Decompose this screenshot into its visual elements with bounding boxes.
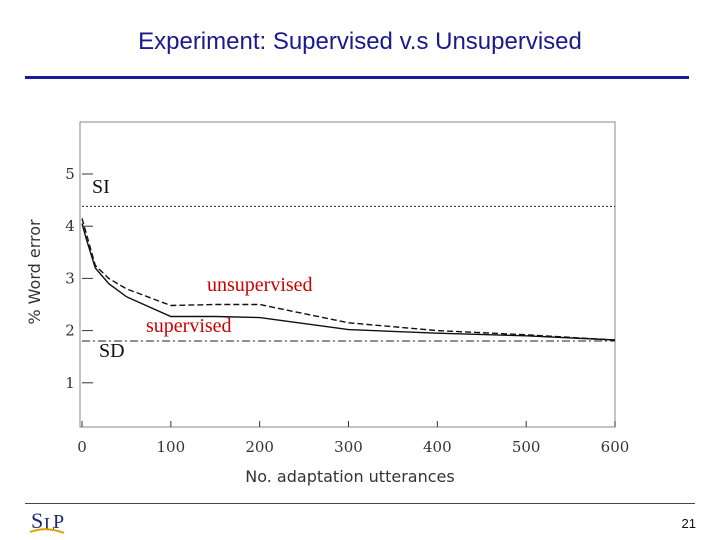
x-tick-label: 300	[334, 438, 363, 456]
word-error-chart: 1 2 3 4 5 0 100 200 300 400 500 600 No. adaptation…	[25, 121, 630, 486]
page-number: 21	[681, 516, 696, 531]
y-tick-label: 2	[65, 322, 75, 340]
annotation-supervised: supervised	[146, 315, 232, 337]
series-line-supervised	[81, 223, 616, 341]
title-divider	[25, 76, 689, 79]
y-axis-label: % Word error	[25, 219, 44, 325]
x-tick-label: 200	[245, 438, 274, 456]
logo-lettering: S	[31, 508, 43, 533]
x-tick-label: 400	[423, 438, 452, 456]
logo-lettering-3: P	[53, 511, 64, 533]
x-tick-label: 100	[157, 438, 186, 456]
y-tick-label: 4	[65, 217, 75, 235]
slide-title: Experiment: Supervised v.s Unsupervised	[138, 28, 582, 55]
annotation-si: SI	[92, 176, 110, 198]
x-tick-label: 500	[512, 438, 541, 456]
annotation-unsupervised: unsupervised	[207, 274, 313, 296]
logo-lettering-2: L	[44, 514, 55, 534]
logo-swoosh	[29, 528, 65, 534]
footer-divider	[25, 503, 695, 504]
slp-logo: S L P	[29, 508, 65, 534]
annotation-sd: SD	[99, 340, 125, 362]
y-tick-label: 1	[65, 374, 75, 392]
x-tick-label: 600	[601, 438, 630, 456]
plot-frame	[79, 121, 616, 428]
x-axis-label: No. adaptation utterances	[245, 467, 454, 486]
y-tick-label: 5	[65, 165, 75, 183]
series-line-unsupervised	[81, 218, 616, 341]
y-tick-label: 3	[65, 269, 75, 287]
x-tick-label: 0	[77, 438, 87, 456]
